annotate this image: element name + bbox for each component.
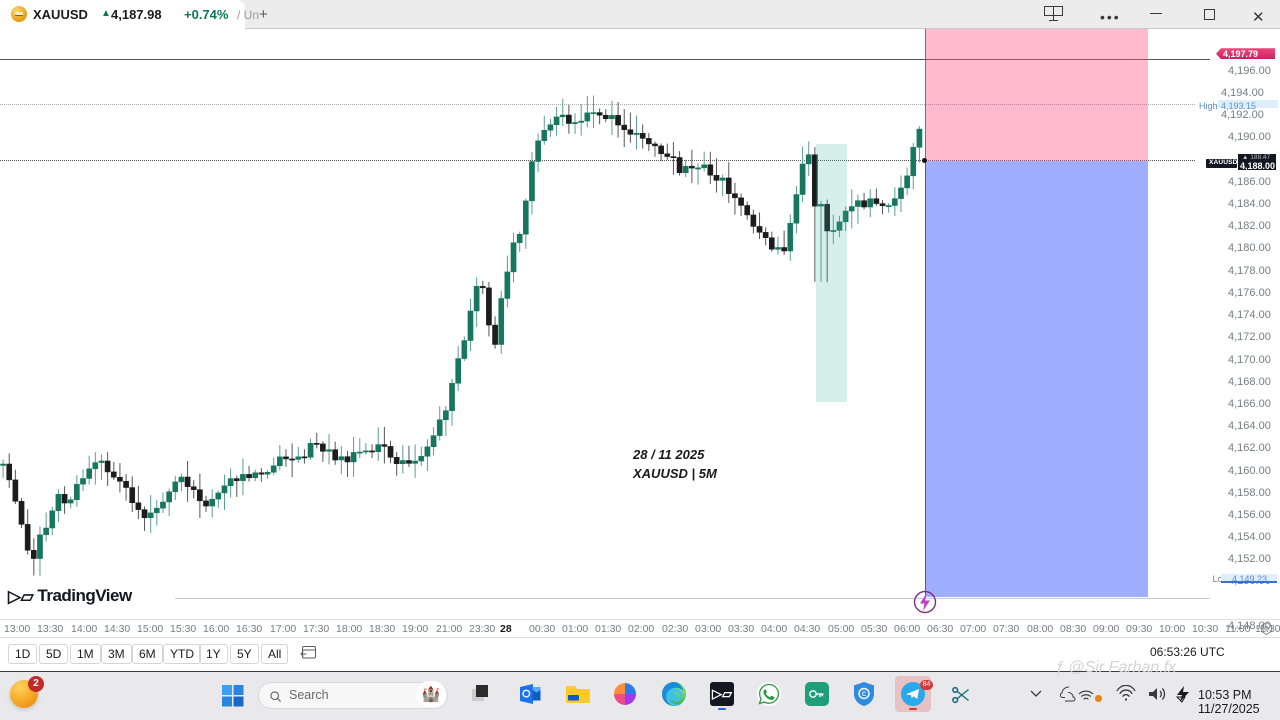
svg-text:C: C (862, 692, 867, 698)
